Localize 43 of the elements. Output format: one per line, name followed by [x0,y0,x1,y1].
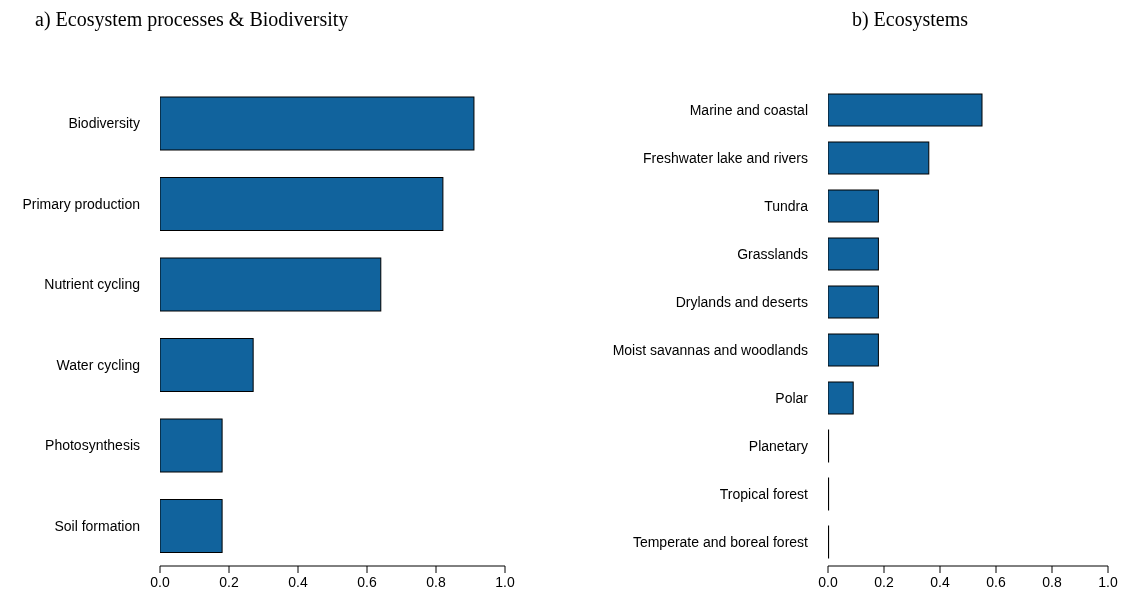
bar [160,96,475,151]
x-tick-label: 0.2 [874,573,894,590]
y-tick-label: Freshwater lake and rivers [643,149,808,166]
bar [828,381,854,415]
x-tick-label: 0.8 [426,573,446,590]
chart-title: a) Ecosystem processes & Biodiversity [35,8,350,31]
bar [828,93,983,127]
y-tick-label: Photosynthesis [45,437,140,454]
y-tick-label: Planetary [748,437,808,454]
y-tick-label: Nutrient cycling [44,276,140,293]
bar [828,237,879,271]
chart-title: b) Ecosystems [850,8,970,31]
bar [160,418,223,473]
x-tick-label: 0.8 [1042,573,1062,590]
x-tick-label: 0.4 [288,573,308,590]
bar [828,333,879,367]
x-tick-label: 0.6 [357,573,377,590]
x-tick-label: 0.0 [150,573,170,590]
bar [828,285,879,319]
y-tick-label: Primary production [22,195,140,212]
y-tick-label: Temperate and boreal forest [632,533,809,550]
bar [828,141,930,175]
bar [160,499,223,553]
bar [160,257,382,312]
y-tick-label: Moist savannas and woodlands [612,341,808,358]
y-tick-label: Marine and coastal [689,101,808,118]
x-tick-label: 1.0 [1098,573,1118,590]
y-tick-label: Biodiversity [68,115,140,132]
y-tick-label: Polar [775,389,809,406]
x-tick-label: 0.0 [818,573,838,590]
x-tick-label: 0.2 [219,573,239,590]
y-tick-label: Grasslands [737,245,808,262]
bar [828,189,879,223]
x-tick-label: 0.6 [986,573,1006,590]
y-tick-label: Drylands and deserts [675,293,808,310]
y-tick-label: Water cycling [56,356,140,373]
x-tick-label: 1.0 [495,573,515,590]
y-tick-label: Tundra [764,197,809,214]
bar [160,177,444,231]
x-tick-label: 0.4 [930,573,950,590]
bar [160,338,254,392]
y-tick-label: Soil formation [54,517,140,534]
y-tick-label: Tropical forest [719,485,809,502]
